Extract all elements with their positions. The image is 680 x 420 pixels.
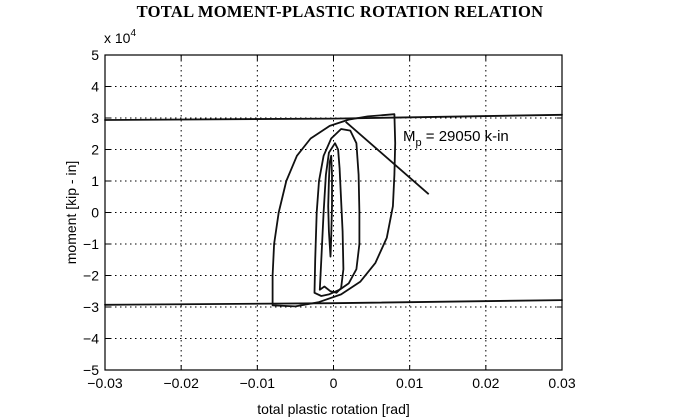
x-tick-label: 0 bbox=[330, 375, 338, 391]
series-line-1 bbox=[104, 113, 563, 121]
y-tick-label: −5 bbox=[83, 362, 99, 378]
annotation-label: Mp = 29050 k-in bbox=[403, 128, 509, 149]
tick-labels-layer: −0.03 −0.02 −0.01 0 0.01 0.02 0.03 −5 −4 −3 −2 −1 0 1… bbox=[83, 47, 576, 391]
y-tick-label: 4 bbox=[91, 79, 99, 95]
y-tick-label: 3 bbox=[91, 110, 99, 126]
y-tick-label: 1 bbox=[91, 173, 99, 189]
grid-layer bbox=[105, 55, 562, 370]
y-axis-multiplier: x 104 bbox=[104, 28, 136, 46]
chart-title: TOTAL MOMENT-PLASTIC ROTATION RELATION bbox=[136, 2, 544, 21]
x-tick-label: 0.03 bbox=[548, 375, 575, 391]
series-line-2 bbox=[104, 299, 563, 306]
y-tick-label: 2 bbox=[91, 142, 99, 158]
annotation-pointer-line bbox=[345, 121, 430, 195]
x-tick-label: −0.01 bbox=[240, 375, 276, 391]
annotation-label-main: M bbox=[403, 128, 416, 145]
x-tick-label: 0.02 bbox=[472, 375, 499, 391]
x-tick-label: −0.02 bbox=[163, 375, 199, 391]
series-line-5 bbox=[313, 128, 361, 297]
annotation-layer: Mp = 29050 k-in bbox=[345, 121, 509, 195]
y-tick-label: −2 bbox=[83, 268, 99, 284]
y-tick-label: −1 bbox=[83, 236, 99, 252]
annotation-label-value: = 29050 k-in bbox=[422, 128, 509, 145]
series-line-6 bbox=[271, 113, 397, 308]
x-axis-label: total plastic rotation [rad] bbox=[257, 401, 410, 417]
series-line-3 bbox=[327, 154, 333, 258]
annotation-label-subscript: p bbox=[416, 137, 422, 149]
plot-background bbox=[105, 55, 562, 370]
y-tick-label: −4 bbox=[83, 331, 99, 347]
ticks-layer bbox=[104, 54, 563, 371]
y-axis-label: moment [kip - in] bbox=[63, 161, 79, 264]
y-tick-label: 5 bbox=[91, 47, 99, 63]
x-tick-label: −0.03 bbox=[87, 375, 123, 391]
y-tick-label: −3 bbox=[83, 299, 99, 315]
y-axis-multiplier-base: x 10 bbox=[104, 30, 131, 46]
series-layer bbox=[104, 113, 563, 308]
y-tick-label: 0 bbox=[91, 205, 99, 221]
x-tick-label: 0.01 bbox=[396, 375, 423, 391]
y-axis-multiplier-exponent: 4 bbox=[130, 28, 136, 39]
